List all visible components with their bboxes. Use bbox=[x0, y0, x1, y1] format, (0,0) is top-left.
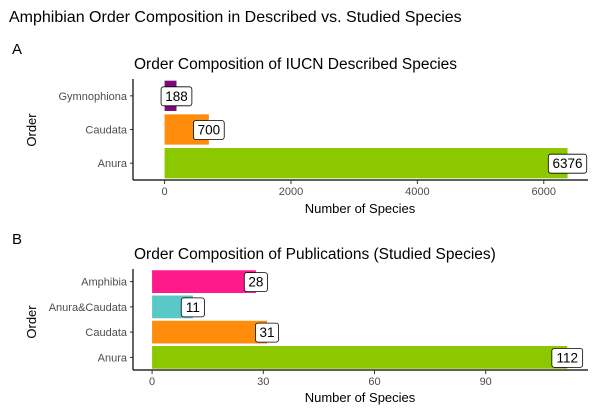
panel-a-plot: Anura 6376 Caudata 700 Gymnophiona 188 0 2000 40… bbox=[59, 79, 588, 198]
panel-b-xtick-label: 90 bbox=[480, 376, 492, 388]
panel-b-bar bbox=[152, 320, 267, 344]
panel-b-category-label: Anura bbox=[98, 352, 128, 364]
panel-b-xlabel: Number of Species bbox=[305, 390, 416, 405]
panel-b-bar bbox=[152, 346, 568, 369]
panel-a-tag: A bbox=[12, 41, 22, 58]
panel-b-category-label: Anura&Caudata bbox=[49, 302, 128, 314]
panel-a-value-label: 700 bbox=[198, 123, 221, 138]
panel-a-category-label: Caudata bbox=[85, 125, 127, 137]
panel-a-title: Order Composition of IUCN Described Spec… bbox=[134, 56, 457, 73]
panel-b-plot: Anura 112 Caudata 31 Anura&Caudata 11 Amphibia… bbox=[49, 269, 588, 388]
panel-b-value-label: 11 bbox=[186, 300, 200, 315]
panel-b-category-label: Amphibia bbox=[81, 277, 128, 289]
panel-a-value-label: 188 bbox=[165, 89, 188, 104]
panel-a-category-label: Anura bbox=[98, 158, 128, 170]
panel-a-xtick-label: 4000 bbox=[405, 186, 429, 198]
panel-a-bar bbox=[164, 148, 568, 179]
panel-b-category-label: Caudata bbox=[85, 327, 127, 339]
panel-a: A Order Composition of IUCN Described Sp… bbox=[12, 41, 588, 216]
panel-b-value-label-box bbox=[180, 297, 205, 318]
panel-a-value-label-box bbox=[193, 120, 225, 140]
panel-a-category-label: Gymnophiona bbox=[59, 91, 128, 103]
panel-b-title: Order Composition of Publications (Studi… bbox=[134, 246, 496, 263]
panel-b-ylabel: Order bbox=[24, 305, 39, 339]
panel-b-xtick-label: 30 bbox=[257, 376, 269, 388]
figure-title: Amphibian Order Composition in Described… bbox=[9, 9, 462, 26]
panel-b-xtick-label: 60 bbox=[368, 376, 380, 388]
panel-b-tag: B bbox=[12, 231, 22, 248]
panel-a-ylabel: Order bbox=[24, 113, 39, 147]
panel-a-xtick-label: 0 bbox=[162, 186, 168, 198]
panel-a-xtick-label: 2000 bbox=[279, 186, 303, 198]
panel-b-xtick-label: 0 bbox=[149, 376, 155, 388]
panel-b-value-label: 112 bbox=[556, 350, 578, 365]
panel-a-value-label-box bbox=[160, 86, 193, 107]
panel-b-value-label-box bbox=[551, 347, 584, 368]
panel-a-value-label: 6376 bbox=[553, 156, 583, 171]
panel-a-xlabel: Number of Species bbox=[305, 201, 416, 216]
panel-b-value-label: 31 bbox=[259, 325, 274, 340]
panel-b-value-label-box bbox=[254, 322, 279, 343]
panel-b-value-label-box bbox=[243, 272, 268, 293]
panel-a-xtick-label: 6000 bbox=[532, 186, 556, 198]
panel-b-bar bbox=[152, 270, 256, 293]
panel-b-value-label: 28 bbox=[248, 275, 263, 290]
panel-a-value-label-box bbox=[547, 153, 588, 174]
panel-b: B Order Composition of Publications (Stu… bbox=[12, 231, 588, 405]
